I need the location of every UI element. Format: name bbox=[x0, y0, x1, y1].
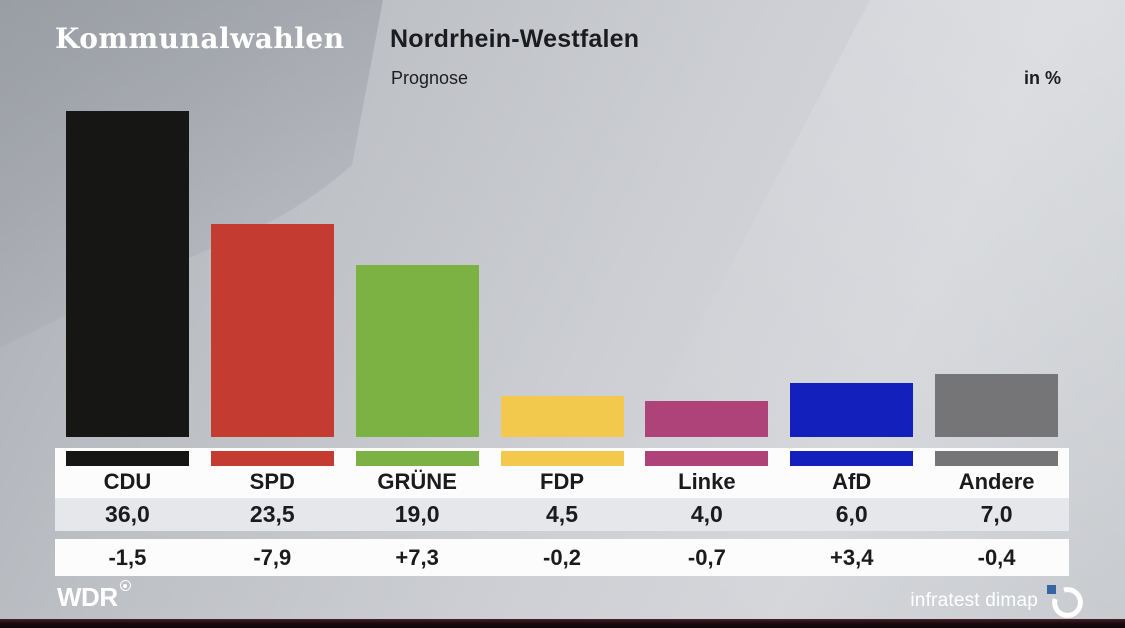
party-change-spd: -7,9 bbox=[253, 544, 292, 570]
bar-chart bbox=[55, 0, 1069, 437]
program-title: Kommunalwahlen bbox=[55, 22, 345, 55]
chip-cell-cdu bbox=[55, 451, 200, 466]
party-name-andere: Andere bbox=[958, 469, 1035, 494]
party-names-row: CDU SPD GRÜNE FDP Linke AfD Andere bbox=[55, 466, 1069, 498]
ard-star-icon bbox=[119, 580, 131, 591]
source-attribution: infratest dimap bbox=[910, 584, 1083, 618]
subtitle-prognose: Prognose bbox=[391, 68, 469, 88]
source-label: infratest dimap bbox=[910, 590, 1038, 611]
bar-column-linke bbox=[634, 0, 779, 437]
party-changes-row: -1,5 -7,9 +7,3 -0,2 -0,7 +3,4 -0,4 bbox=[55, 539, 1069, 576]
party-color-chip-fdp bbox=[500, 451, 624, 466]
results-table-upper: CDU SPD GRÜNE FDP Linke AfD Andere 36,0 23,5 19,… bbox=[55, 448, 1069, 531]
party-color-chip-cdu bbox=[65, 451, 189, 466]
party-name-linke: Linke bbox=[678, 469, 736, 494]
wdr-logo: WDR bbox=[57, 580, 131, 613]
bar-gruene bbox=[355, 265, 479, 437]
bar-linke bbox=[645, 400, 769, 437]
party-change-gruene: +7,3 bbox=[395, 544, 439, 570]
party-value-gruene: 19,0 bbox=[394, 501, 440, 527]
party-color-chip-gruene bbox=[355, 451, 479, 466]
party-values-row: 36,0 23,5 19,0 4,5 4,0 6,0 7,0 bbox=[55, 498, 1069, 531]
unit-label: in % bbox=[1023, 68, 1061, 88]
wdr-logo-text: WDR bbox=[57, 582, 118, 612]
party-value-spd: 23,5 bbox=[249, 501, 295, 527]
bar-column-fdp bbox=[490, 0, 635, 437]
party-name-gruene: GRÜNE bbox=[377, 469, 457, 494]
party-change-afd: +3,4 bbox=[830, 544, 874, 570]
party-color-chip-linke bbox=[645, 451, 769, 466]
bottom-edge-bar bbox=[0, 619, 1125, 628]
region-title: Nordrhein-Westfalen bbox=[390, 25, 640, 53]
party-change-fdp: -0,2 bbox=[543, 544, 581, 570]
party-color-chip-andere bbox=[935, 451, 1059, 466]
bar-spd bbox=[210, 224, 334, 437]
party-name-cdu: CDU bbox=[103, 469, 152, 494]
bar-column-spd bbox=[200, 0, 345, 437]
chip-cell-gruene bbox=[345, 451, 490, 466]
party-name-spd: SPD bbox=[249, 469, 295, 494]
party-name-afd: AfD bbox=[832, 469, 872, 494]
chip-cell-fdp bbox=[490, 451, 635, 466]
bar-fdp bbox=[500, 396, 624, 437]
party-color-chips-row bbox=[55, 451, 1069, 466]
infratest-dimap-ring bbox=[1052, 587, 1083, 618]
party-change-linke: -0,7 bbox=[687, 544, 726, 570]
chip-cell-spd bbox=[200, 451, 345, 466]
party-change-cdu: -1,5 bbox=[108, 544, 147, 570]
party-value-andere: 7,0 bbox=[980, 501, 1013, 527]
chip-cell-afd bbox=[779, 451, 924, 466]
results-table-changes: -1,5 -7,9 +7,3 -0,2 -0,7 +3,4 -0,4 bbox=[55, 539, 1069, 576]
infratest-dimap-logo-icon bbox=[1047, 584, 1083, 618]
party-change-andere: -0,4 bbox=[977, 544, 1016, 570]
party-color-chip-spd bbox=[210, 451, 334, 466]
bar-column-afd bbox=[779, 0, 924, 437]
bar-column-cdu bbox=[55, 0, 200, 437]
bar-column-andere bbox=[924, 0, 1069, 437]
bar-afd bbox=[790, 382, 914, 437]
party-value-linke: 4,0 bbox=[690, 501, 723, 527]
party-value-afd: 6,0 bbox=[835, 501, 868, 527]
bar-cdu bbox=[65, 111, 189, 437]
bar-column-gruene bbox=[345, 0, 490, 437]
chip-cell-linke bbox=[634, 451, 779, 466]
infratest-dimap-blue-square bbox=[1047, 585, 1056, 594]
party-value-cdu: 36,0 bbox=[105, 501, 150, 527]
party-name-fdp: FDP bbox=[540, 469, 584, 494]
bar-andere bbox=[935, 373, 1059, 437]
chip-cell-andere bbox=[924, 451, 1069, 466]
party-value-fdp: 4,5 bbox=[546, 501, 578, 527]
party-color-chip-afd bbox=[790, 451, 914, 466]
